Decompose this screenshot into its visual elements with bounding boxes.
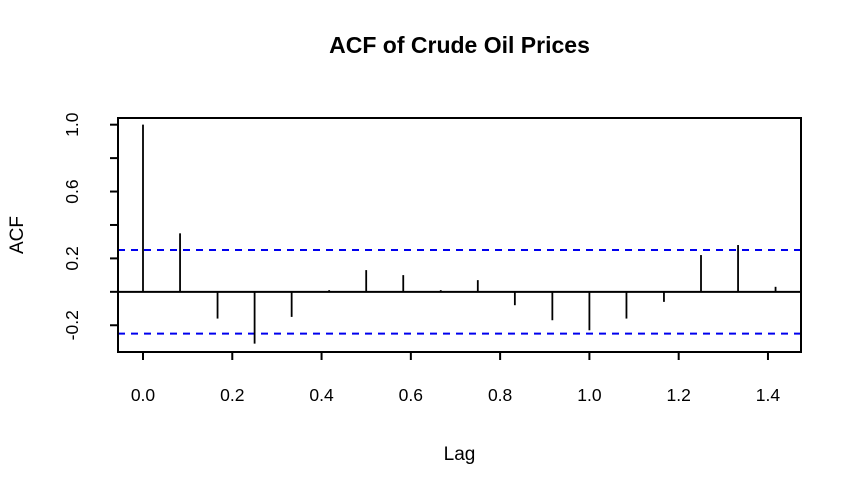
x-axis-tick-label: 0.0 xyxy=(131,385,156,405)
y-axis-tick-label: 0.6 xyxy=(62,179,82,203)
y-axis-tick-label: 0.2 xyxy=(62,246,82,270)
x-axis-title: Lag xyxy=(443,444,476,465)
x-axis-tick-label: 0.2 xyxy=(220,385,244,405)
x-axis-tick-label: 1.4 xyxy=(756,385,781,405)
x-axis-tick-label: 0.4 xyxy=(309,385,334,405)
plot-border xyxy=(117,117,802,353)
x-axis-tick-label: 1.0 xyxy=(577,385,602,405)
y-axis-tick-label: 1.0 xyxy=(62,112,82,137)
y-axis-tick-label: -0.2 xyxy=(62,310,82,340)
chart-title: ACF of Crude Oil Prices xyxy=(329,32,590,58)
x-axis-tick-label: 1.2 xyxy=(667,385,691,405)
x-axis-tick-label: 0.8 xyxy=(488,385,512,405)
x-axis-tick-label: 0.6 xyxy=(399,385,423,405)
